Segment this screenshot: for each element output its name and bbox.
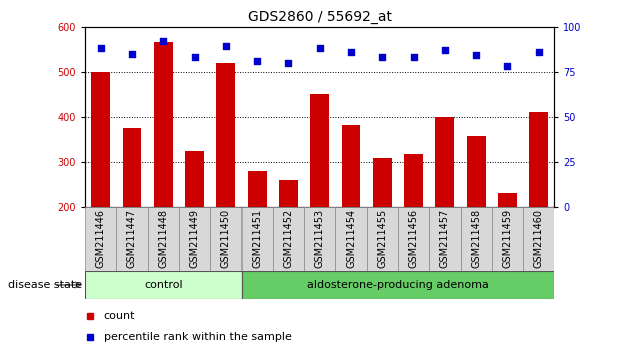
Point bbox=[284, 60, 294, 65]
Bar bbox=[147, 207, 179, 271]
Bar bbox=[210, 207, 241, 271]
Point bbox=[96, 45, 106, 51]
Bar bbox=[398, 207, 429, 271]
Bar bbox=[185, 151, 204, 207]
Bar bbox=[123, 128, 141, 207]
Point bbox=[502, 63, 512, 69]
Point bbox=[471, 53, 481, 58]
Point bbox=[252, 58, 262, 64]
Bar bbox=[467, 136, 486, 207]
Text: GSM211453: GSM211453 bbox=[315, 209, 324, 268]
Bar bbox=[367, 207, 398, 271]
Bar bbox=[404, 154, 423, 207]
Bar bbox=[529, 112, 548, 207]
Point bbox=[440, 47, 450, 53]
Bar bbox=[492, 207, 523, 271]
Text: GSM211452: GSM211452 bbox=[284, 209, 294, 268]
Bar bbox=[498, 193, 517, 207]
Bar bbox=[435, 117, 454, 207]
Point bbox=[158, 38, 168, 44]
Text: GSM211447: GSM211447 bbox=[127, 209, 137, 268]
Bar bbox=[429, 207, 461, 271]
Text: disease state: disease state bbox=[8, 280, 82, 290]
Text: control: control bbox=[144, 280, 183, 290]
Point bbox=[220, 44, 231, 49]
Text: GSM211451: GSM211451 bbox=[252, 209, 262, 268]
Text: GSM211460: GSM211460 bbox=[534, 209, 544, 268]
Point bbox=[346, 49, 356, 55]
Bar bbox=[85, 271, 241, 299]
Bar bbox=[341, 125, 360, 207]
Text: GSM211456: GSM211456 bbox=[409, 209, 418, 268]
Bar bbox=[241, 207, 273, 271]
Title: GDS2860 / 55692_at: GDS2860 / 55692_at bbox=[248, 10, 392, 24]
Text: aldosterone-producing adenoma: aldosterone-producing adenoma bbox=[307, 280, 489, 290]
Bar bbox=[85, 207, 117, 271]
Bar bbox=[373, 158, 392, 207]
Bar bbox=[154, 42, 173, 207]
Text: count: count bbox=[104, 310, 135, 321]
Text: GSM211449: GSM211449 bbox=[190, 209, 200, 268]
Bar bbox=[273, 207, 304, 271]
Bar bbox=[217, 63, 235, 207]
Bar bbox=[335, 207, 367, 271]
Text: GSM211450: GSM211450 bbox=[221, 209, 231, 268]
Text: GSM211457: GSM211457 bbox=[440, 209, 450, 268]
Bar bbox=[523, 207, 554, 271]
Text: GSM211448: GSM211448 bbox=[158, 209, 168, 268]
Point bbox=[190, 55, 200, 60]
Bar bbox=[91, 72, 110, 207]
Point bbox=[377, 55, 387, 60]
Text: GSM211454: GSM211454 bbox=[346, 209, 356, 268]
Bar bbox=[179, 207, 210, 271]
Bar bbox=[304, 207, 335, 271]
Text: GSM211455: GSM211455 bbox=[377, 209, 387, 268]
Bar bbox=[248, 171, 266, 207]
Point bbox=[314, 45, 325, 51]
Bar bbox=[311, 94, 329, 207]
Bar bbox=[117, 207, 147, 271]
Bar bbox=[279, 180, 298, 207]
Text: GSM211458: GSM211458 bbox=[471, 209, 481, 268]
Text: percentile rank within the sample: percentile rank within the sample bbox=[104, 332, 292, 342]
Text: GSM211446: GSM211446 bbox=[96, 209, 106, 268]
Text: GSM211459: GSM211459 bbox=[503, 209, 512, 268]
Bar bbox=[461, 207, 492, 271]
Point bbox=[534, 49, 544, 55]
Point bbox=[408, 55, 418, 60]
Bar bbox=[241, 271, 554, 299]
Point bbox=[127, 51, 137, 57]
